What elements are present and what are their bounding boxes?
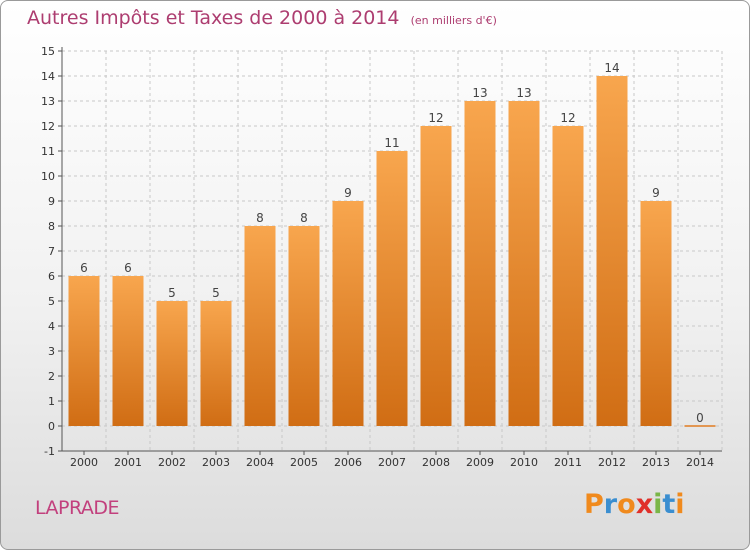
- bar: [332, 201, 364, 426]
- y-tick-label: 10: [41, 170, 55, 183]
- labels: 6 6 5 5 8 8 9 11 12 13 13 12 14 9 0: [80, 61, 704, 425]
- x-tick-label: 2004: [246, 456, 274, 469]
- x-tick-label: 2013: [642, 456, 670, 469]
- city-name: LAPRADE: [35, 497, 120, 519]
- logo-letter: o: [617, 489, 636, 520]
- y-tick-label: 8: [48, 220, 55, 233]
- x-tick-label: 2003: [202, 456, 230, 469]
- bar: [640, 201, 672, 426]
- data-label: 9: [652, 186, 660, 200]
- bar: [244, 226, 276, 426]
- y-tick-label: 12: [41, 120, 55, 133]
- bar: [596, 76, 628, 426]
- bars: [68, 76, 716, 427]
- x-tick-label: 2008: [422, 456, 450, 469]
- bar: [112, 276, 144, 426]
- x-tick-label: 2000: [70, 456, 98, 469]
- y-tick-label: 4: [48, 320, 55, 333]
- x-tick-label: 2012: [598, 456, 626, 469]
- x-tick-label: 2005: [290, 456, 318, 469]
- data-label: 11: [384, 136, 399, 150]
- bar: [156, 301, 188, 426]
- data-label: 5: [212, 286, 220, 300]
- data-label: 13: [472, 86, 487, 100]
- x-tick-label: 2010: [510, 456, 538, 469]
- x-tick-label: 2006: [334, 456, 362, 469]
- bar: [508, 101, 540, 426]
- y-tick-label: 9: [48, 195, 55, 208]
- bar: [420, 126, 452, 426]
- y-tick-label: 7: [48, 245, 55, 258]
- data-label: 13: [516, 86, 531, 100]
- chart-title: Autres Impôts et Taxes de 2000 à 2014 (e…: [27, 7, 497, 29]
- bar: [464, 101, 496, 426]
- y-tick-label: 14: [41, 70, 55, 83]
- bar: [288, 226, 320, 426]
- y-tick-label: 1: [48, 395, 55, 408]
- logo-letter: i: [653, 489, 663, 520]
- bar: [552, 126, 584, 426]
- bar: [200, 301, 232, 426]
- y-tick-label: 11: [41, 145, 55, 158]
- y-tick-label: 2: [48, 370, 55, 383]
- logo-letter: x: [635, 489, 654, 520]
- data-label: 12: [560, 111, 575, 125]
- y-tick-label: -1: [44, 445, 55, 458]
- y-tick-label: 3: [48, 345, 55, 358]
- data-label: 0: [696, 411, 704, 425]
- logo-letter: P: [584, 489, 604, 520]
- x-tick-label: 2011: [554, 456, 582, 469]
- logo-letter: t: [662, 489, 676, 520]
- data-label: 12: [428, 111, 443, 125]
- chart-subtitle: (en milliers d'€): [410, 14, 497, 27]
- logo-letter: r: [603, 489, 618, 520]
- logo-letter: i: [675, 489, 685, 520]
- chart-title-main: Autres Impôts et Taxes de 2000 à 2014: [27, 7, 400, 29]
- data-label: 5: [168, 286, 176, 300]
- data-label: 8: [300, 211, 308, 225]
- x-tick-label: 2001: [114, 456, 142, 469]
- data-label: 6: [124, 261, 132, 275]
- y-tick-label: 5: [48, 295, 55, 308]
- x-tick-label: 2007: [378, 456, 406, 469]
- y-tick-label: 13: [41, 95, 55, 108]
- data-label: 9: [344, 186, 352, 200]
- x-tick-label: 2002: [158, 456, 186, 469]
- x-tick-label: 2014: [686, 456, 714, 469]
- y-tick-label: 6: [48, 270, 55, 283]
- y-tick-label: 0: [48, 420, 55, 433]
- bar: [376, 151, 408, 426]
- data-label: 8: [256, 211, 264, 225]
- data-label: 14: [604, 61, 619, 75]
- proxiti-logo[interactable]: Proxiti: [584, 489, 685, 520]
- bar: [68, 276, 100, 426]
- x-tick-label: 2009: [466, 456, 494, 469]
- y-tick-label: 15: [41, 45, 55, 58]
- data-label: 6: [80, 261, 88, 275]
